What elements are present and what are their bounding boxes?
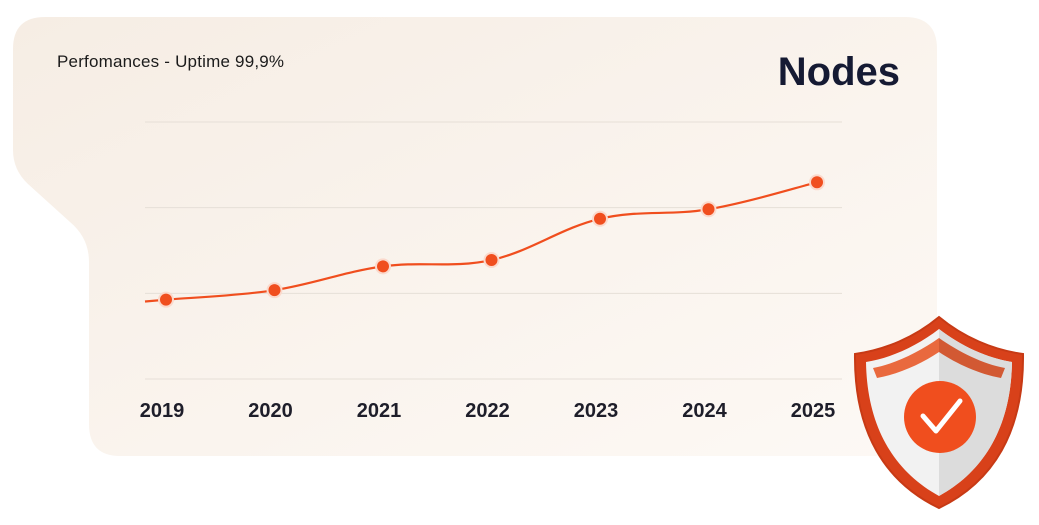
chart-subtitle: Perfomances - Uptime 99,9% [57,52,285,71]
series-line [144,181,818,303]
x-tick-label: 2020 [248,400,293,422]
x-tick-label: 2024 [682,400,727,422]
x-tick-label: 2021 [357,400,402,422]
data-point-2020 [266,282,283,299]
grid-lines [145,121,842,380]
x-tick-label: 2022 [465,400,510,422]
x-tick-label: 2025 [791,400,836,422]
card-title: Nodes [777,50,900,94]
data-points [158,174,825,308]
data-point-2019 [158,291,174,308]
data-point-2021 [375,258,391,275]
data-point-2024 [700,201,717,218]
x-tick-label: 2023 [574,400,619,422]
data-point-2022 [483,252,500,269]
data-point-2025 [809,174,825,191]
x-axis-ticks: 2019 2020 2021 2022 2023 2024 2025 [140,400,836,422]
shield-check-icon [853,315,1025,510]
data-point-2023 [592,210,608,227]
x-tick-label: 2019 [140,400,185,422]
